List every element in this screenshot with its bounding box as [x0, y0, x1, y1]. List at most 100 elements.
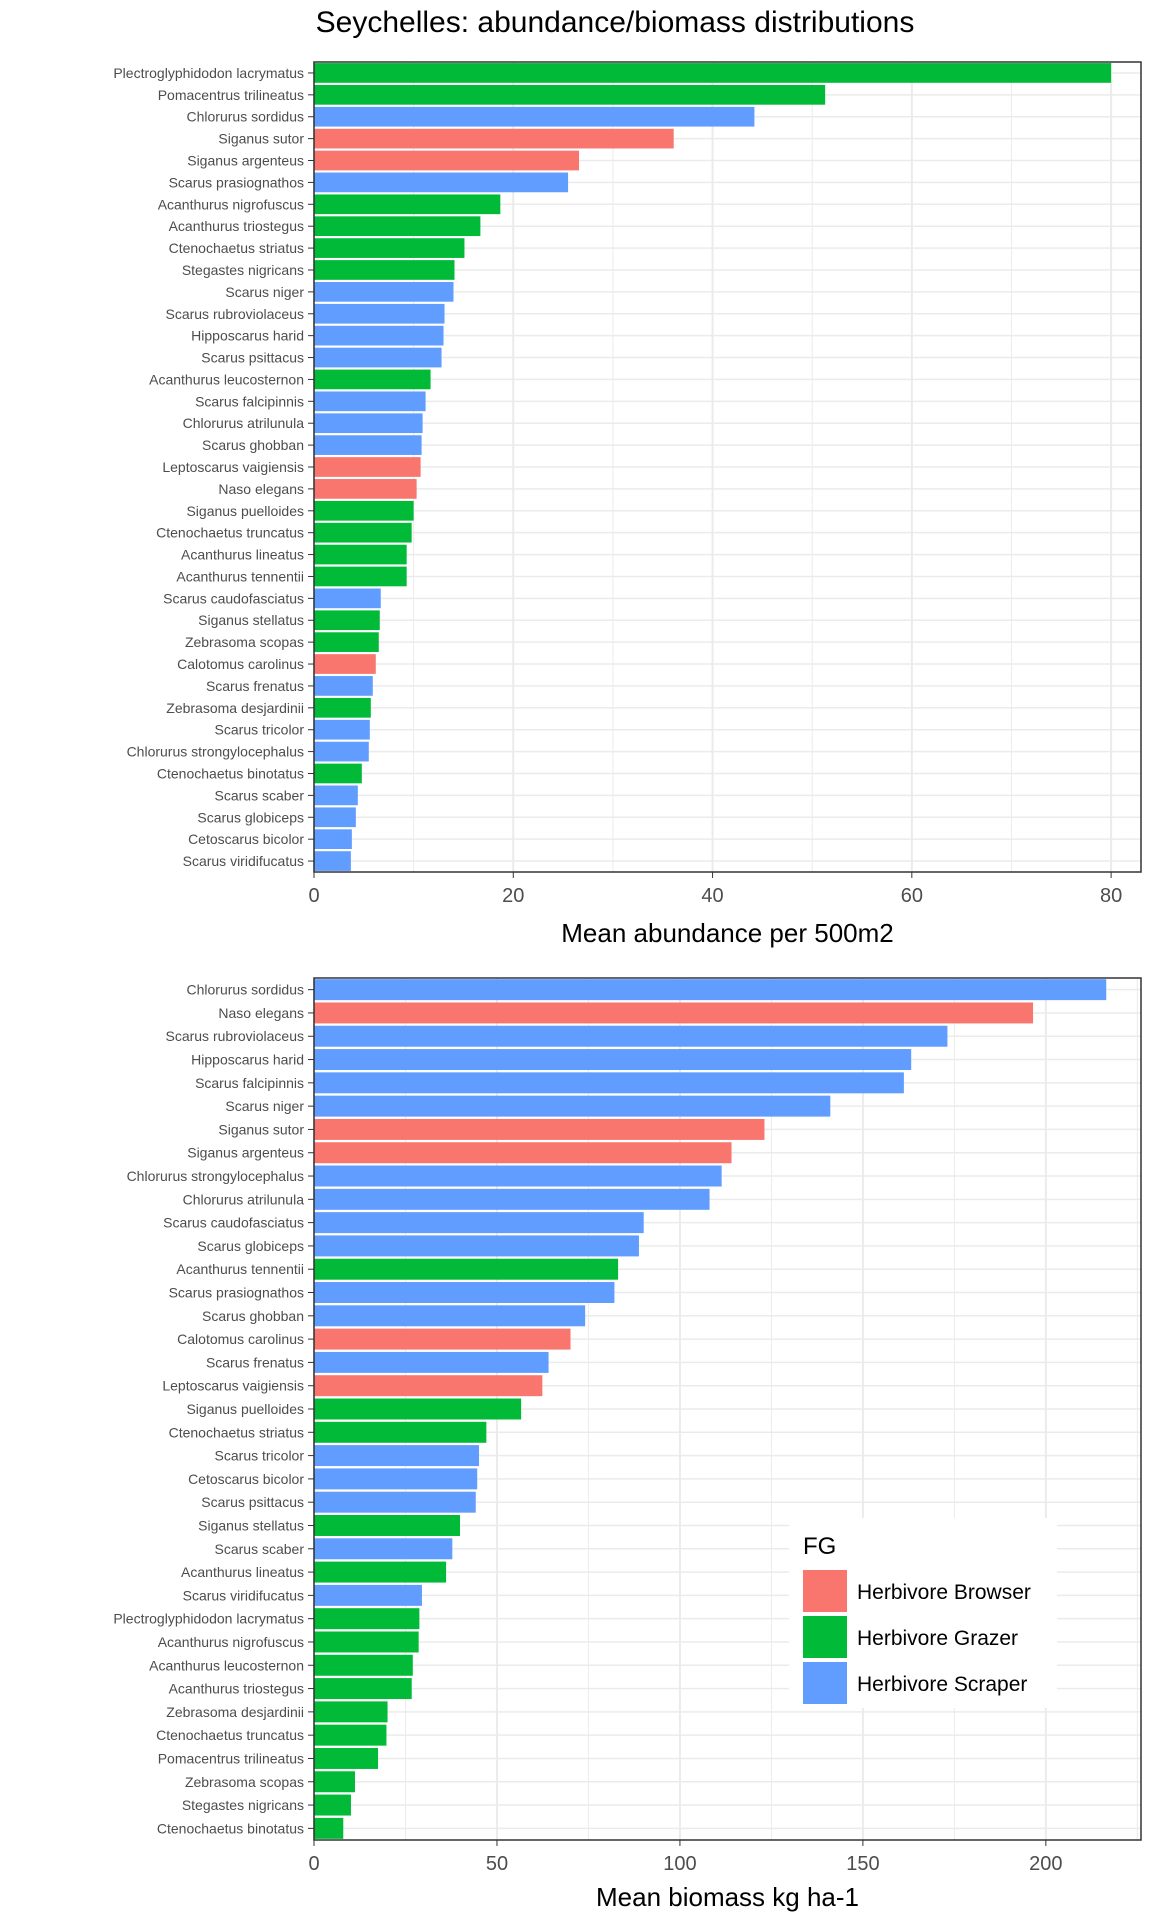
biomass-category-label: Ctenochaetus striatus	[169, 1424, 304, 1440]
biomass-bar-scarus-psittacus	[314, 1491, 476, 1513]
abundance-bar-stegastes-nigricans	[314, 260, 455, 280]
abundance-bar-acanthurus-tennentii	[314, 566, 407, 587]
abundance-bar-scarus-falcipinnis	[314, 391, 426, 412]
biomass-bar-chlorurus-sordidus	[314, 979, 1107, 1001]
abundance-bar-acanthurus-lineatus	[314, 544, 407, 565]
abundance-bar-chlorurus-sordidus	[314, 106, 755, 127]
abundance-bar-siganus-stellatus	[314, 610, 380, 631]
abundance-bar-ctenochaetus-binotatus	[314, 763, 362, 784]
abundance-category-label: Ctenochaetus striatus	[169, 240, 304, 256]
abundance-x-tick-label: 60	[901, 885, 923, 907]
abundance-bar-scarus-frenatus	[314, 676, 373, 696]
legend-label-herbivore-grazer: Herbivore Grazer	[857, 1627, 1018, 1650]
abundance-bar-siganus-argenteus	[314, 150, 580, 171]
biomass-category-label: Ctenochaetus binotatus	[157, 1820, 304, 1836]
biomass-bar-stegastes-nigricans	[314, 1794, 351, 1816]
abundance-category-label: Acanthurus nigrofuscus	[158, 196, 304, 212]
abundance-category-label: Naso elegans	[218, 481, 304, 497]
abundance-category-label: Plectroglyphidodon lacrymatus	[113, 65, 304, 81]
biomass-bar-scarus-falcipinnis	[314, 1072, 904, 1094]
biomass-bar-scarus-globiceps	[314, 1235, 639, 1257]
biomass-bar-cetoscarus-bicolor	[314, 1468, 478, 1490]
abundance-bar-scarus-globiceps	[314, 807, 356, 828]
biomass-bar-calotomus-carolinus	[314, 1328, 571, 1350]
abundance-category-label: Pomacentrus trilineatus	[158, 87, 304, 103]
biomass-category-label: Scarus caudofasciatus	[163, 1215, 304, 1231]
biomass-category-label: Hipposcarus harid	[191, 1052, 304, 1068]
abundance-bar-scarus-tricolor	[314, 719, 370, 740]
biomass-x-tick-label: 150	[846, 1853, 879, 1875]
abundance-category-label: Chlorurus atrilunula	[183, 415, 305, 431]
biomass-bar-plectroglyphidodon-lacrymatus	[314, 1608, 420, 1630]
abundance-category-label: Siganus puelloides	[186, 503, 304, 519]
biomass-bar-naso-elegans	[314, 1002, 1034, 1024]
biomass-bar-scarus-scaber	[314, 1538, 453, 1560]
abundance-x-tick-label: 40	[701, 885, 723, 907]
biomass-bar-siganus-puelloides	[314, 1398, 522, 1420]
biomass-bar-scarus-viridifucatus	[314, 1584, 422, 1606]
biomass-category-label: Acanthurus tennentii	[176, 1261, 304, 1277]
abundance-bar-scarus-psittacus	[314, 347, 442, 368]
biomass-x-tick-label: 100	[663, 1853, 696, 1875]
biomass-x-tick-label: 200	[1029, 1853, 1062, 1875]
legend-key-herbivore-scraper	[803, 1662, 847, 1704]
biomass-category-label: Chlorurus strongylocephalus	[127, 1168, 304, 1184]
abundance-category-label: Scarus niger	[225, 284, 304, 300]
abundance-category-label: Acanthurus triostegus	[169, 218, 304, 234]
biomass-category-label: Chlorurus sordidus	[187, 982, 305, 998]
abundance-bar-zebrasoma-scopas	[314, 632, 379, 652]
biomass-bar-chlorurus-strongylocephalus	[314, 1165, 722, 1187]
biomass-category-label: Acanthurus leucosternon	[149, 1657, 304, 1673]
biomass-category-label: Acanthurus nigrofuscus	[158, 1634, 304, 1650]
abundance-bar-ctenochaetus-striatus	[314, 238, 465, 258]
abundance-bar-zebrasoma-desjardinii	[314, 697, 371, 718]
legend: FG Herbivore Browser Herbivore Grazer Herbi…	[789, 1518, 1057, 1708]
biomass-category-label: Stegastes nigricans	[182, 1797, 304, 1813]
biomass-bar-acanthurus-nigrofuscus	[314, 1631, 419, 1653]
biomass-bar-scarus-prasiognathos	[314, 1282, 615, 1303]
biomass-bar-ctenochaetus-binotatus	[314, 1817, 344, 1839]
biomass-category-label: Siganus puelloides	[186, 1401, 304, 1417]
abundance-category-label: Acanthurus lineatus	[181, 547, 304, 563]
biomass-category-label: Calotomus carolinus	[177, 1331, 304, 1347]
abundance-panel-border	[313, 61, 1142, 873]
biomass-category-label: Scarus rubroviolaceus	[165, 1028, 304, 1044]
chart-title: Seychelles: abundance/biomass distributi…	[315, 6, 915, 39]
abundance-bar-scarus-caudofasciatus	[314, 588, 381, 609]
abundance-category-label: Scarus globiceps	[197, 809, 304, 825]
biomass-bar-ctenochaetus-truncatus	[314, 1724, 387, 1746]
abundance-bar-acanthurus-leucosternon	[314, 369, 431, 390]
abundance-x-tick-label: 20	[502, 885, 524, 907]
abundance-category-label: Acanthurus tennentii	[176, 568, 304, 584]
legend-key-herbivore-browser	[803, 1570, 847, 1612]
abundance-bar-scarus-scaber	[314, 785, 358, 806]
biomass-category-label: Plectroglyphidodon lacrymatus	[113, 1611, 304, 1627]
abundance-category-label: Scarus prasiognathos	[169, 174, 304, 190]
biomass-bar-scarus-rubroviolaceus	[314, 1025, 948, 1047]
abundance-category-label: Chlorurus sordidus	[187, 109, 305, 125]
abundance-category-label: Ctenochaetus binotatus	[157, 765, 304, 781]
biomass-bar-scarus-ghobban	[314, 1305, 586, 1327]
biomass-bar-chlorurus-atrilunula	[314, 1188, 710, 1210]
abundance-category-label: Stegastes nigricans	[182, 262, 304, 278]
abundance-category-label: Cetoscarus bicolor	[188, 831, 304, 847]
abundance-bar-scarus-ghobban	[314, 435, 422, 455]
abundance-bar-naso-elegans	[314, 479, 417, 499]
abundance-bar-pomacentrus-trilineatus	[314, 84, 826, 105]
biomass-x-tick-label: 50	[486, 1853, 508, 1875]
abundance-bar-hipposcarus-harid	[314, 325, 444, 346]
biomass-category-label: Scarus falcipinnis	[195, 1075, 304, 1091]
abundance-category-label: Scarus tricolor	[215, 722, 305, 738]
biomass-category-label: Acanthurus triostegus	[169, 1681, 304, 1697]
biomass-category-label: Scarus frenatus	[206, 1354, 304, 1370]
biomass-category-label: Ctenochaetus truncatus	[156, 1727, 304, 1743]
abundance-bar-ctenochaetus-truncatus	[314, 522, 412, 543]
biomass-bar-siganus-stellatus	[314, 1515, 461, 1536]
abundance-bar-plectroglyphidodon-lacrymatus	[314, 63, 1112, 83]
abundance-category-label: Calotomus carolinus	[177, 656, 304, 672]
biomass-category-label: Siganus sutor	[218, 1121, 304, 1137]
abundance-bar-calotomus-carolinus	[314, 654, 376, 674]
biomass-category-label: Siganus stellatus	[198, 1517, 304, 1533]
abundance-category-label: Scarus viridifucatus	[183, 853, 304, 869]
legend-key-herbivore-grazer	[803, 1616, 847, 1658]
